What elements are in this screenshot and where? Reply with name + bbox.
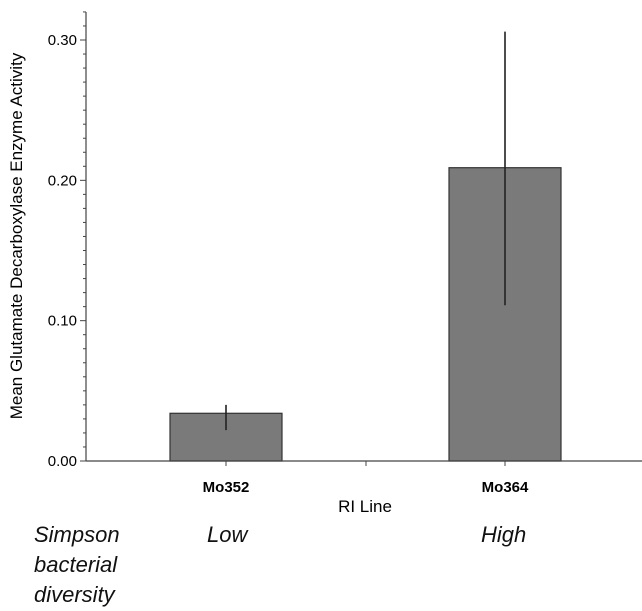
simpson-diversity-label: Simpson bacterial diversity [34, 520, 120, 610]
y-tick-label: 0.20 [48, 172, 77, 189]
bars-group [169, 31, 562, 462]
y-tick-label: 0.00 [48, 453, 77, 470]
simpson-label-line-1: Simpson [34, 522, 120, 547]
y-axis-title: Mean Glutamate Decarboxylase Enzyme Acti… [7, 52, 26, 419]
y-tick-label: 0.10 [48, 313, 77, 330]
y-tick-label: 0.30 [48, 32, 77, 49]
group-label-low: Low [207, 522, 248, 547]
simpson-label-line-3: diversity [34, 582, 115, 607]
simpson-label-line-2: bacterial [34, 552, 118, 577]
axes-group: Mo352 Mo364 0.00 0.10 0.20 0.30 [48, 11, 642, 496]
x-axis-title: RI Line [338, 497, 392, 516]
x-tick-label-mo364: Mo364 [482, 479, 529, 496]
x-tick-label-mo352: Mo352 [203, 479, 250, 496]
group-label-high: High [481, 522, 527, 547]
